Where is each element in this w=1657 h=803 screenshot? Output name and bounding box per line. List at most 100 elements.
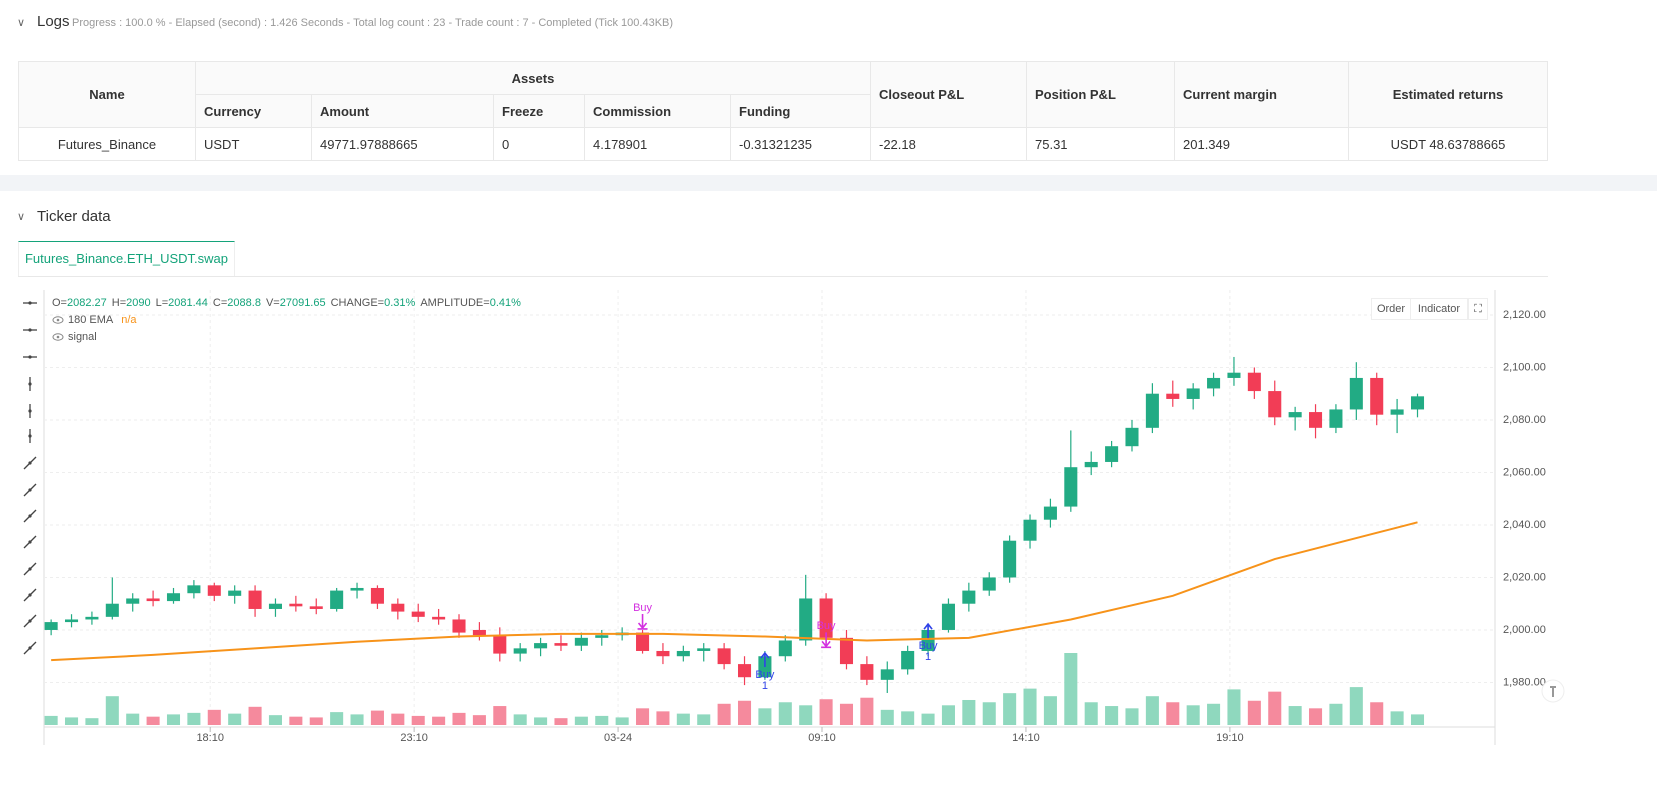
candle-body xyxy=(676,650,690,657)
y-tick-label: 1,980.00 xyxy=(1503,676,1546,688)
volume-bar xyxy=(432,716,446,725)
volume-bar xyxy=(1329,703,1343,725)
y-tick-label: 2,060.00 xyxy=(1503,466,1546,478)
volume-bar xyxy=(819,699,833,725)
eye-icon xyxy=(56,318,60,322)
volume-bar xyxy=(1309,708,1323,725)
chart-body: 1,980.00 2,000.00 2,020.00 2,040.00 2,060.00… xyxy=(23,290,1565,745)
volume-bar xyxy=(554,718,568,725)
volume-bar xyxy=(1207,703,1221,725)
collapse-icon[interactable]: ∨ xyxy=(17,211,26,223)
volume-bar xyxy=(207,709,221,725)
volume-bar xyxy=(656,711,670,725)
candle-body xyxy=(493,635,507,654)
volume-bar xyxy=(472,715,486,725)
chart: 1,980.00 2,000.00 2,020.00 2,040.00 2,060.00… xyxy=(23,290,1565,745)
volume-bar xyxy=(330,712,344,725)
volume-bar xyxy=(1186,705,1200,725)
candle-body xyxy=(656,650,670,657)
cell: 201.349 xyxy=(1174,127,1349,161)
y-tick-label: 2,040.00 xyxy=(1503,519,1546,531)
ema-line xyxy=(51,521,1418,662)
candle-body xyxy=(350,587,364,591)
header: Position P&L xyxy=(1026,61,1175,128)
volume-bar xyxy=(615,717,629,725)
order-button[interactable]: Order xyxy=(1371,298,1411,320)
cell: Futures_Binance xyxy=(18,127,196,161)
candle-body xyxy=(1288,412,1302,418)
tool-icon xyxy=(28,461,32,465)
header: Amount xyxy=(311,94,494,128)
legend-item: signal xyxy=(68,331,97,343)
volume-bar xyxy=(636,708,650,725)
eye-icon xyxy=(56,335,60,339)
volume-bar xyxy=(1370,702,1384,725)
signal-label: Buy xyxy=(817,620,836,632)
candle-body xyxy=(1390,409,1404,415)
y-tick-label: 2,020.00 xyxy=(1503,571,1546,583)
volume-bar xyxy=(187,712,201,725)
scroll-icon xyxy=(1550,686,1556,697)
volume-bar xyxy=(921,713,935,725)
ohlc-info: O=2082.27 H=2090 L=2081.44 C=2088.8 V=27091.… xyxy=(52,297,521,309)
header: Freeze xyxy=(493,94,585,128)
candle-body xyxy=(1084,461,1098,468)
tool-icon xyxy=(28,382,32,386)
candle-body xyxy=(901,650,915,670)
candle-body xyxy=(982,577,996,591)
volume-bar xyxy=(44,715,58,725)
volume-bar xyxy=(1125,708,1139,725)
symbol-tab[interactable]: Futures_Binance.ETH_USDT.swap xyxy=(18,241,235,276)
collapse-icon[interactable]: ∨ xyxy=(17,17,26,29)
candle-body xyxy=(105,603,119,617)
fullscreen-button[interactable]: ⛶ xyxy=(1468,298,1488,320)
info-value: 2082.27 xyxy=(67,297,107,309)
ticker-title: Ticker data xyxy=(37,208,111,225)
y-tick-label: 2,000.00 xyxy=(1503,624,1546,636)
candle-body xyxy=(880,669,894,680)
header: Current margin xyxy=(1174,61,1349,128)
volume-bar xyxy=(880,709,894,725)
x-tick-label: 18:10 xyxy=(196,732,224,744)
info-key: AMPLITUDE= xyxy=(420,297,489,309)
volume-bar xyxy=(941,705,955,725)
volume-bar xyxy=(839,703,854,725)
candle-body xyxy=(819,598,833,638)
info-key: V= xyxy=(266,297,280,309)
info-value: 0.31% xyxy=(384,297,415,309)
volume-bar xyxy=(1166,702,1180,725)
tool-icon xyxy=(28,540,32,544)
legend-name: signal xyxy=(68,331,97,343)
section-divider xyxy=(0,175,1657,191)
volume-bar xyxy=(493,706,507,725)
volume-bar xyxy=(65,717,79,725)
tab-underline xyxy=(18,276,1548,277)
volume-bar xyxy=(1390,711,1404,725)
volume-bar xyxy=(166,714,181,725)
x-tick-label: 09:10 xyxy=(808,732,836,744)
candle-body xyxy=(1186,388,1200,399)
candle-body xyxy=(330,590,344,609)
candle-body xyxy=(248,590,262,609)
candle-body xyxy=(574,637,588,646)
volume-bar xyxy=(452,712,466,725)
volume-bar xyxy=(85,718,99,725)
candle-body xyxy=(309,606,323,609)
signal-arrow xyxy=(760,651,770,667)
candle-body xyxy=(534,643,548,649)
volume-bar xyxy=(697,714,711,725)
volume-bar xyxy=(737,700,752,725)
candle-body xyxy=(1023,519,1037,541)
candle-body xyxy=(941,603,955,630)
cell: 49771.97888665 xyxy=(311,127,494,161)
volume-bar xyxy=(1288,706,1302,725)
tool-icon xyxy=(28,514,32,518)
volume-bar xyxy=(982,702,996,725)
cell: -22.18 xyxy=(870,127,1027,161)
candle-body xyxy=(1003,540,1017,578)
candle-body xyxy=(432,616,446,620)
candle-body xyxy=(289,603,303,607)
indicator-button[interactable]: Indicator xyxy=(1410,298,1468,320)
candle-body xyxy=(860,664,874,680)
